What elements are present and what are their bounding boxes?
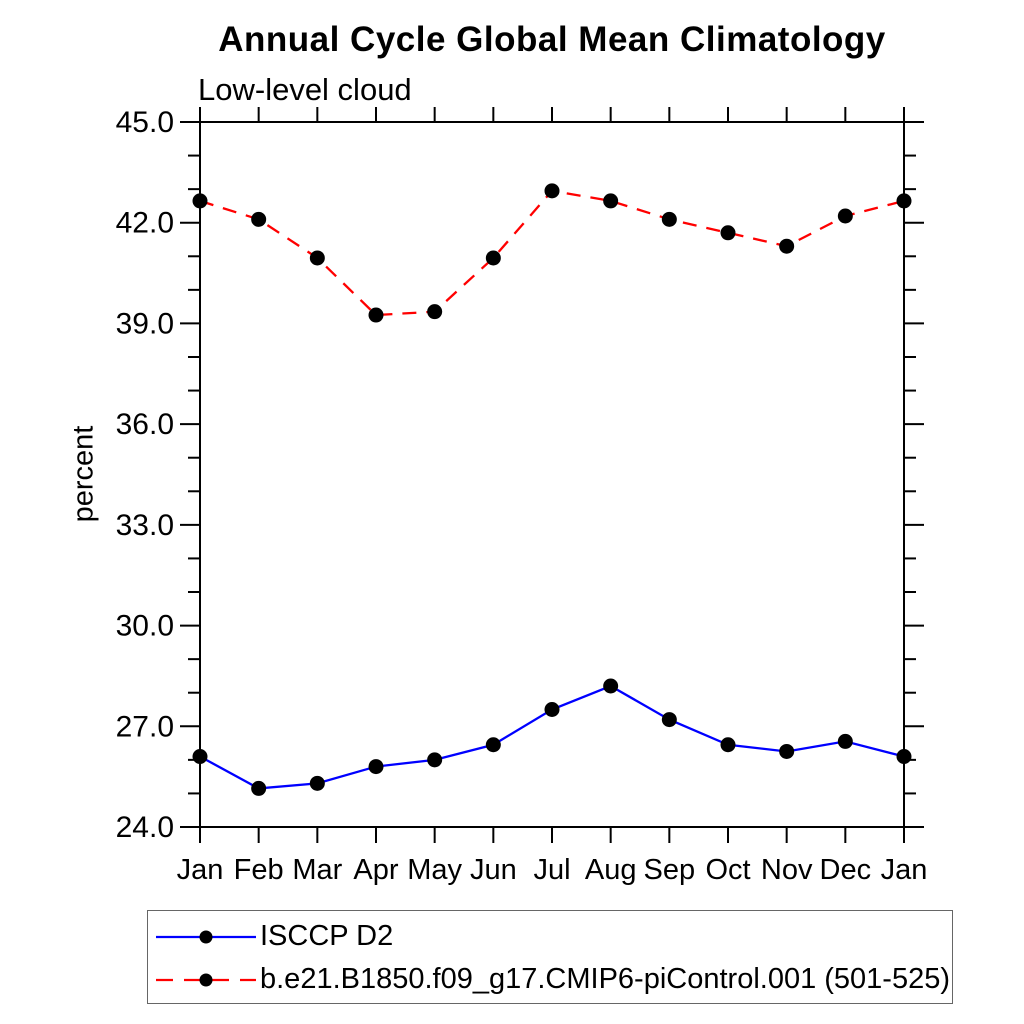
data-point-marker: [427, 304, 443, 320]
legend-item-obs: ISCCP D2: [152, 915, 952, 958]
legend-label-model: b.e21.B1850.f09_g17.CMIP6-piControl.001 …: [260, 963, 951, 995]
legend-line-sample-solid: [156, 930, 256, 943]
legend-marker-dot-icon: [199, 973, 213, 986]
data-point-marker: [779, 743, 795, 759]
series-line-model: [199, 189, 905, 317]
legend-line-sample-dashed: [156, 973, 256, 986]
chart-subtitle: Low-level cloud: [198, 72, 412, 107]
y-tick-label: 27.0: [116, 710, 174, 743]
y-tick-label: 36.0: [116, 408, 174, 441]
data-point-marker: [779, 238, 795, 254]
x-tick-label: Mar: [292, 854, 342, 886]
legend: ISCCP D2 b.e21.B1850.f09_g17.CMIP6-piCon…: [147, 910, 953, 1004]
x-tick-label: Jan: [177, 854, 224, 886]
y-tick-label: 42.0: [116, 207, 174, 240]
legend-marker-dot-icon: [199, 930, 213, 943]
chart-title: Annual Cycle Global Mean Climatology: [218, 20, 886, 59]
data-point-marker: [251, 780, 267, 796]
y-tick-label: 30.0: [116, 610, 174, 643]
data-point-marker: [485, 250, 501, 266]
data-point-marker: [837, 733, 853, 749]
legend-item-model: b.e21.B1850.f09_g17.CMIP6-piControl.001 …: [152, 958, 952, 1001]
data-point-marker: [251, 211, 267, 227]
data-point-marker: [661, 712, 677, 728]
data-point-marker: [309, 250, 325, 266]
y-tick-label: 45.0: [116, 106, 174, 139]
x-tick-label: Feb: [234, 854, 284, 886]
data-point-marker: [544, 702, 560, 717]
x-tick-label: Dec: [820, 854, 872, 886]
x-tick-label: Oct: [705, 854, 750, 886]
series-line-obs: [199, 684, 905, 790]
x-tick-label: Apr: [353, 854, 398, 886]
data-point-marker: [544, 183, 560, 199]
data-point-marker: [720, 737, 736, 753]
x-tick-label: Nov: [761, 854, 813, 886]
legend-label-obs: ISCCP D2: [260, 920, 394, 952]
data-point-marker: [603, 193, 619, 209]
data-point-marker: [720, 225, 736, 241]
y-tick-label: 39.0: [116, 307, 174, 340]
data-point-marker: [368, 759, 384, 775]
data-point-marker: [896, 193, 912, 209]
data-point-marker: [603, 678, 619, 694]
x-tick-label: Jan: [881, 854, 928, 886]
y-tick-label: 33.0: [116, 509, 174, 542]
data-point-marker: [896, 749, 912, 764]
data-point-marker: [427, 752, 443, 768]
data-point-marker: [368, 307, 384, 323]
data-point-marker: [192, 749, 208, 764]
x-tick-label: Jul: [533, 854, 570, 886]
data-point-marker: [837, 208, 853, 224]
x-tick-label: Sep: [644, 854, 696, 886]
x-tick-label: May: [407, 854, 462, 886]
data-point-marker: [309, 775, 325, 791]
data-point-marker: [661, 211, 677, 227]
data-point-marker: [485, 737, 501, 753]
plot-frame: [199, 121, 905, 828]
y-tick-label: 24.0: [116, 811, 174, 844]
x-tick-label: Jun: [470, 854, 517, 886]
x-tick-label: Aug: [585, 854, 637, 886]
data-point-marker: [192, 193, 208, 209]
